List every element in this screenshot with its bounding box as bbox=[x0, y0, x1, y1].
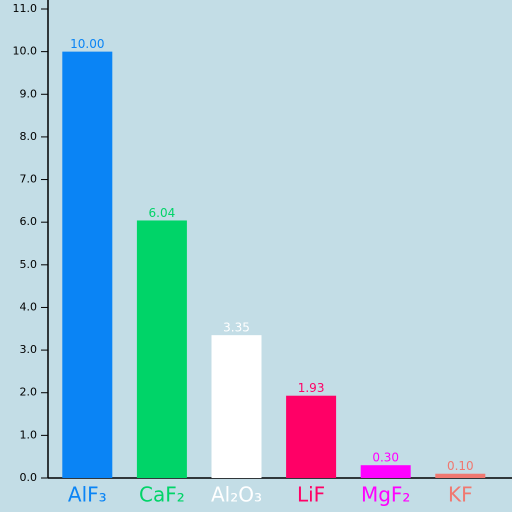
y-tick-label: 11.0 bbox=[13, 2, 38, 15]
x-tick-label: MgF₂ bbox=[361, 483, 410, 507]
x-tick-label: Al₂O₃ bbox=[211, 483, 262, 507]
value-label: 0.10 bbox=[447, 459, 474, 473]
y-tick-label: 3.0 bbox=[20, 343, 38, 356]
bar bbox=[360, 465, 411, 478]
y-tick-label: 5.0 bbox=[20, 258, 38, 271]
x-tick-label: CaF₂ bbox=[139, 483, 185, 507]
y-tick-label: 2.0 bbox=[20, 386, 38, 399]
y-tick-label: 7.0 bbox=[20, 173, 38, 186]
bar bbox=[136, 220, 187, 478]
value-label: 10.00 bbox=[70, 37, 104, 51]
value-label: 6.04 bbox=[149, 206, 176, 220]
value-label: 0.30 bbox=[372, 451, 399, 465]
y-tick-label: 9.0 bbox=[20, 87, 38, 100]
y-tick-label: 10.0 bbox=[13, 45, 38, 58]
y-tick-label: 1.0 bbox=[20, 428, 38, 441]
x-tick-label: AlF₃ bbox=[68, 483, 107, 507]
bar bbox=[211, 335, 262, 478]
y-tick-label: 6.0 bbox=[20, 215, 38, 228]
x-tick-label: KF bbox=[448, 483, 473, 507]
y-tick-label: 4.0 bbox=[20, 300, 38, 313]
value-label: 3.35 bbox=[223, 321, 250, 335]
value-label: 1.93 bbox=[298, 381, 325, 395]
y-tick-label: 8.0 bbox=[20, 130, 38, 143]
bar bbox=[435, 473, 486, 478]
bar bbox=[286, 395, 337, 478]
y-tick-label: 0.0 bbox=[20, 471, 38, 484]
x-tick-label: LiF bbox=[297, 483, 325, 507]
bar bbox=[62, 51, 113, 479]
